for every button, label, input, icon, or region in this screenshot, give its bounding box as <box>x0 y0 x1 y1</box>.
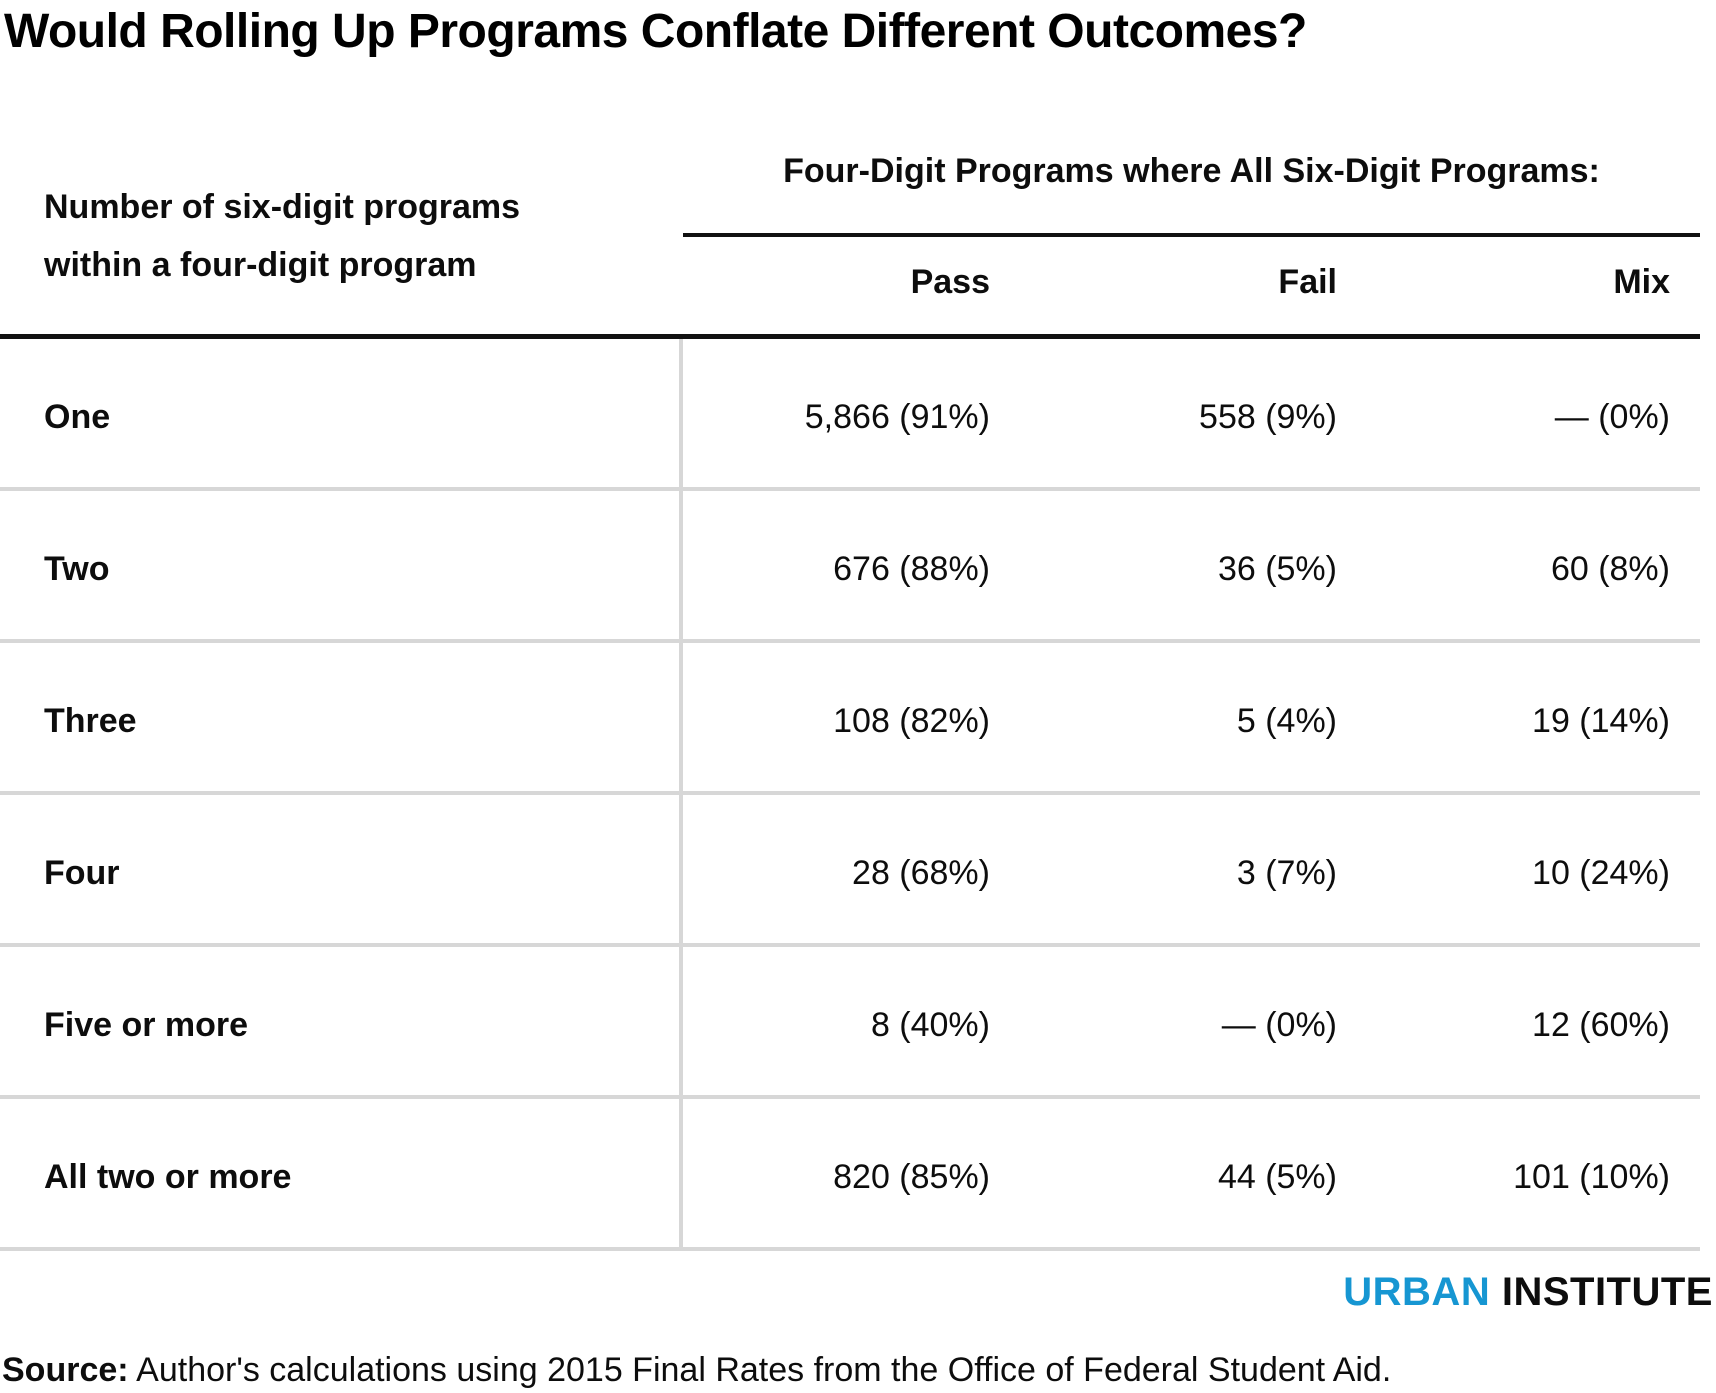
table-row: All two or more 820 (85%) 44 (5%) 101 (1… <box>0 1099 1700 1251</box>
source-label: Source: <box>2 1351 129 1389</box>
cell-pass: 28 (68%) <box>852 853 990 892</box>
cell-mix: 60 (8%) <box>1550 549 1670 588</box>
row-group-header: Number of six-digit programs within a fo… <box>0 178 683 334</box>
source-note: Source: Author's calculations using 2015… <box>2 1349 1391 1391</box>
column-group-title: Four-Digit Programs where All Six-Digit … <box>783 152 1600 190</box>
source-text: Author's calculations using 2015 Final R… <box>128 1351 1392 1389</box>
cell-pass: 820 (85%) <box>833 1157 990 1196</box>
logo-word-institute: INSTITUTE <box>1501 1270 1713 1314</box>
column-header-pass: Pass <box>910 263 990 301</box>
cell-fail: — (0%) <box>1221 1005 1337 1044</box>
cell-mix: 19 (14%) <box>1532 701 1670 740</box>
column-group: Four-Digit Programs where All Six-Digit … <box>683 65 1700 334</box>
row-group-header-line1: Number of six-digit programs <box>44 188 521 226</box>
column-group-rule <box>683 233 1700 237</box>
cell-fail: 3 (7%) <box>1236 853 1337 892</box>
cell-pass: 108 (82%) <box>833 701 990 740</box>
logo-word-urban: URBAN <box>1343 1270 1491 1314</box>
column-header-mix: Mix <box>1613 263 1670 301</box>
cell-mix: 12 (60%) <box>1532 1005 1670 1044</box>
table-row: Three 108 (82%) 5 (4%) 19 (14%) <box>0 643 1700 795</box>
row-label: One <box>0 339 683 487</box>
data-table: Number of six-digit programs within a fo… <box>0 65 1700 1251</box>
row-group-header-line2: within a four-digit program <box>44 246 477 284</box>
cell-pass: 676 (88%) <box>833 549 990 588</box>
cell-pass: 5,866 (91%) <box>804 397 990 436</box>
table-header: Number of six-digit programs within a fo… <box>0 65 1700 339</box>
cell-fail: 558 (9%) <box>1199 397 1337 436</box>
table-row: One 5,866 (91%) 558 (9%) — (0%) <box>0 339 1700 491</box>
table-row: Four 28 (68%) 3 (7%) 10 (24%) <box>0 795 1700 947</box>
cell-fail: 5 (4%) <box>1236 701 1337 740</box>
cell-fail: 36 (5%) <box>1217 549 1337 588</box>
cell-pass: 8 (40%) <box>870 1005 990 1044</box>
figure-title: Would Rolling Up Programs Conflate Diffe… <box>4 5 1307 58</box>
column-header-fail: Fail <box>1278 263 1337 301</box>
cell-fail: 44 (5%) <box>1217 1157 1337 1196</box>
row-label: All two or more <box>0 1099 683 1247</box>
table-row: Five or more 8 (40%) — (0%) 12 (60%) <box>0 947 1700 1099</box>
column-headers: Pass Fail Mix <box>683 262 1700 302</box>
cell-mix: 101 (10%) <box>1513 1157 1670 1196</box>
row-label: Three <box>0 643 683 791</box>
cell-mix: 10 (24%) <box>1532 853 1670 892</box>
urban-institute-logo: URBAN INSTITUTE <box>1343 1270 1713 1314</box>
row-label: Five or more <box>0 947 683 1095</box>
row-label: Four <box>0 795 683 943</box>
cell-mix: — (0%) <box>1554 397 1670 436</box>
table-body: One 5,866 (91%) 558 (9%) — (0%) Two 676 … <box>0 339 1700 1251</box>
row-label: Two <box>0 491 683 639</box>
table-row: Two 676 (88%) 36 (5%) 60 (8%) <box>0 491 1700 643</box>
